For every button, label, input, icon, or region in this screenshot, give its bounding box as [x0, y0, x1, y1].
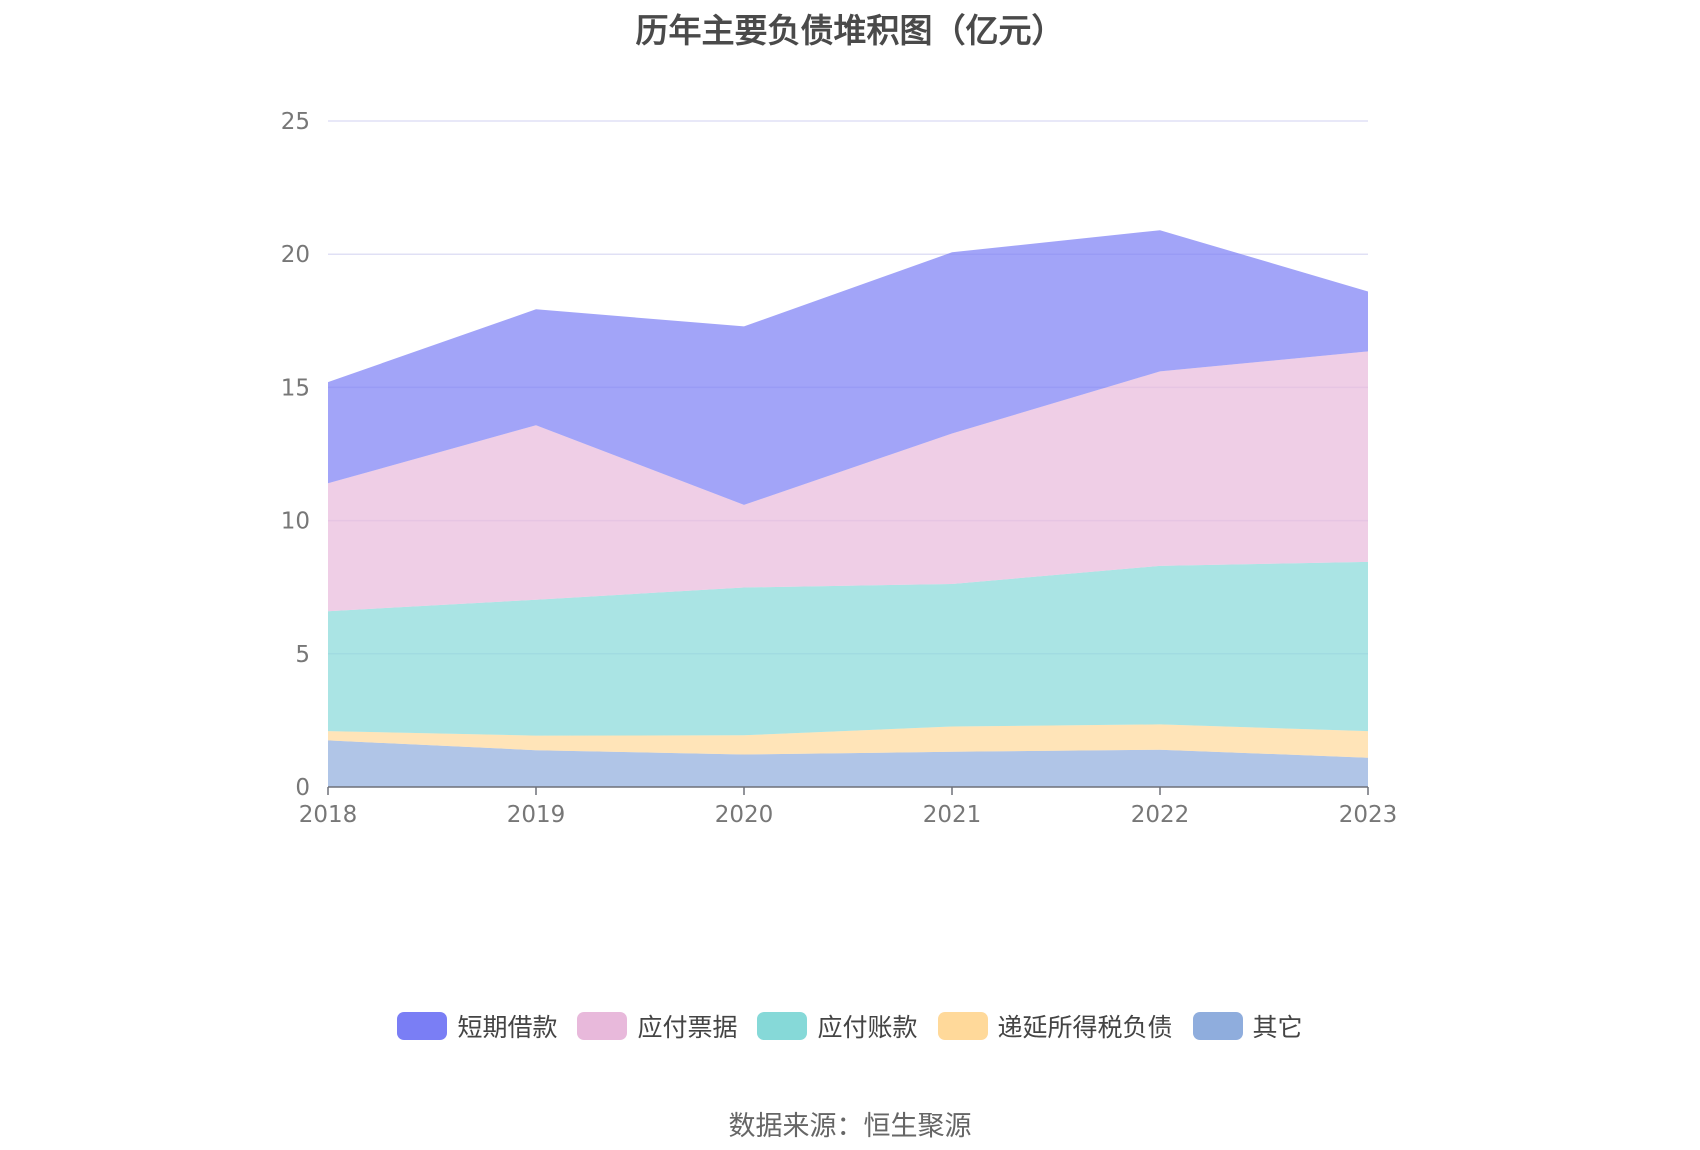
y-tick-label: 20 — [281, 242, 310, 268]
legend-item[interactable]: 应付票据 — [577, 1008, 737, 1044]
area-series-layer — [328, 230, 1368, 787]
legend-label: 递延所得税负债 — [997, 1013, 1173, 1042]
legend-item[interactable]: 其它 — [1192, 1008, 1303, 1044]
legend-swatch — [1192, 1012, 1243, 1040]
area-series-3[interactable] — [328, 351, 1368, 612]
legend-item[interactable]: 应付账款 — [757, 1008, 918, 1044]
legend-swatch — [397, 1012, 448, 1040]
legend-label: 应付账款 — [817, 1013, 918, 1042]
y-tick-label: 15 — [281, 375, 310, 401]
chart-title: 历年主要负债堆积图（亿元） — [635, 11, 1065, 50]
legend-label: 短期借款 — [457, 1013, 558, 1042]
y-tick-label: 10 — [281, 509, 310, 535]
legend-label: 应付票据 — [637, 1013, 738, 1042]
x-tick-label: 2021 — [923, 802, 982, 828]
y-tick-label: 0 — [295, 775, 310, 801]
x-tick-label: 2019 — [507, 802, 566, 828]
x-tick-label: 2018 — [299, 802, 358, 828]
area-series-2[interactable] — [328, 561, 1368, 736]
legend-swatch — [577, 1012, 628, 1040]
area-series-1[interactable] — [328, 724, 1368, 758]
x-tick-label: 2022 — [1131, 802, 1190, 828]
source-note: 数据来源：恒生聚源 — [728, 1111, 972, 1142]
area-series-0[interactable] — [328, 740, 1368, 787]
area-series-4[interactable] — [328, 230, 1368, 505]
legend-item[interactable]: 短期借款 — [397, 1008, 557, 1044]
axes: 0 5 10 15 20 25 2018 2019 2020 2021 2022 2023 — [281, 109, 1398, 828]
y-tick-label: 25 — [281, 109, 310, 135]
x-tick-label: 2023 — [1339, 802, 1398, 828]
y-tick-label: 5 — [295, 642, 310, 668]
legend-swatch — [757, 1012, 808, 1040]
legend: 短期借款 应付票据 应付账款 递延所得税负债 其它 — [0, 1008, 1700, 1044]
legend-swatch — [937, 1012, 988, 1040]
legend-label: 其它 — [1252, 1013, 1303, 1042]
x-tick-label: 2020 — [715, 802, 774, 828]
legend-item[interactable]: 递延所得税负债 — [937, 1008, 1173, 1044]
